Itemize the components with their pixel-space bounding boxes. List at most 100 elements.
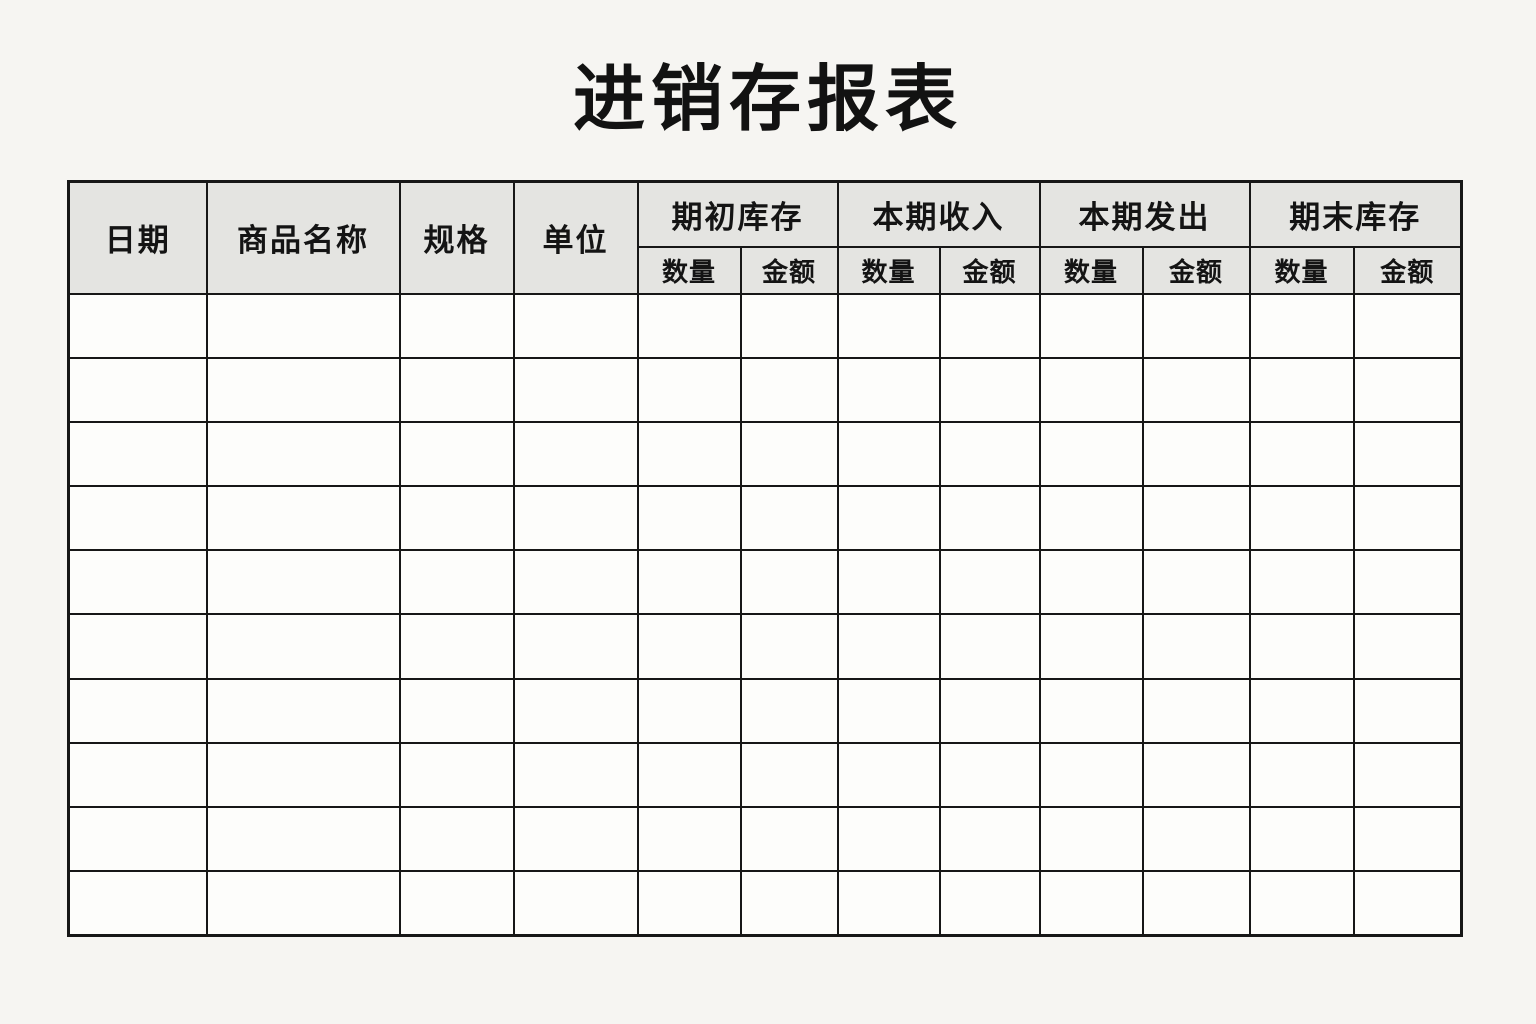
body-cell: [739, 613, 839, 680]
body-cell: [739, 356, 839, 423]
body-cell: [205, 292, 401, 359]
body-cell: [636, 741, 742, 809]
body-cell: [636, 485, 742, 552]
page-title: 进销存报表: [572, 60, 963, 140]
body-cell: [512, 356, 639, 423]
body-cell: [512, 741, 639, 809]
body-cell: [67, 805, 208, 873]
body-cell: [739, 292, 839, 359]
body-cell: [836, 677, 941, 744]
body-cell: [398, 741, 515, 809]
body-cell: [67, 292, 208, 359]
body-cell: [205, 613, 401, 680]
body-cell: [836, 420, 941, 488]
body-cell: [512, 420, 639, 488]
body-cell: [67, 485, 208, 552]
body-cell: [1352, 613, 1463, 680]
body-cell: [398, 356, 515, 423]
body-cell: [1248, 356, 1355, 423]
body-cell: [938, 613, 1041, 680]
body-cell: [205, 420, 401, 488]
body-cell: [1352, 356, 1463, 423]
body-cell: [938, 870, 1041, 937]
body-cell: [1248, 805, 1355, 873]
body-cell: [1038, 420, 1144, 488]
body-cell: [205, 677, 401, 744]
body-cell: [636, 677, 742, 744]
body-cell: [1038, 741, 1144, 809]
body-cell: [67, 356, 208, 423]
body-cell: [1141, 420, 1251, 488]
column-header-product-name: 商品名称: [205, 180, 401, 295]
body-cell: [1038, 485, 1144, 552]
body-cell: [1248, 292, 1355, 359]
body-cell: [636, 613, 742, 680]
subheader-receipts-amount: 金额: [938, 245, 1041, 295]
body-cell: [1248, 485, 1355, 552]
body-cell: [938, 677, 1041, 744]
body-cell: [636, 356, 742, 423]
body-cell: [1248, 677, 1355, 744]
body-cell: [739, 420, 839, 488]
body-cell: [1141, 292, 1251, 359]
body-cell: [1038, 677, 1144, 744]
body-cell: [836, 292, 941, 359]
body-cell: [205, 356, 401, 423]
body-cell: [1248, 549, 1355, 616]
body-cell: [1038, 613, 1144, 680]
table-row: [67, 549, 1463, 616]
body-cell: [1352, 870, 1463, 937]
body-cell: [1141, 741, 1251, 809]
subheader-ending-amount: 金额: [1352, 245, 1463, 295]
body-cell: [938, 485, 1041, 552]
body-cell: [739, 485, 839, 552]
subheader-receipts-quantity: 数量: [836, 245, 941, 295]
group-header-ending-inventory: 期末库存: [1248, 180, 1463, 248]
table-row: [67, 613, 1463, 680]
body-cell: [1352, 292, 1463, 359]
column-header-unit: 单位: [512, 180, 639, 295]
body-cell: [836, 870, 941, 937]
body-cell: [512, 549, 639, 616]
body-cell: [1141, 356, 1251, 423]
header-sub-row: 数量 金额 数量 金额 数量 金额 数量 金额: [69, 245, 1463, 295]
body-cell: [398, 870, 515, 937]
body-cell: [205, 741, 401, 809]
body-cell: [1141, 870, 1251, 937]
body-cell: [938, 356, 1041, 423]
body-cell: [512, 292, 639, 359]
body-cell: [205, 805, 401, 873]
subheader-issues-quantity: 数量: [1038, 245, 1144, 295]
table-row: [67, 677, 1463, 744]
table-row: [67, 485, 1463, 552]
body-cell: [67, 420, 208, 488]
body-cell: [636, 870, 742, 937]
body-cell: [636, 292, 742, 359]
body-cell: [398, 292, 515, 359]
body-cell: [836, 485, 941, 552]
body-cell: [1248, 613, 1355, 680]
subheader-ending-quantity: 数量: [1248, 245, 1355, 295]
body-cell: [398, 613, 515, 680]
body-cell: [1038, 805, 1144, 873]
body-cell: [1248, 741, 1355, 809]
body-cell: [512, 870, 639, 937]
body-cell: [512, 613, 639, 680]
body-cell: [836, 741, 941, 809]
body-cell: [205, 549, 401, 616]
body-cell: [1352, 741, 1463, 809]
body-cell: [512, 485, 639, 552]
table-body: [67, 292, 1463, 937]
subheader-issues-amount: 金额: [1141, 245, 1251, 295]
body-cell: [67, 613, 208, 680]
table-row: [67, 292, 1463, 359]
body-cell: [739, 549, 839, 616]
body-cell: [739, 677, 839, 744]
body-cell: [67, 741, 208, 809]
body-cell: [938, 549, 1041, 616]
table-row: [67, 741, 1463, 809]
header-group-row: 日期 商品名称 规格 单位 期初库存 本期收入 本期发出 期末库存: [67, 180, 1463, 295]
body-cell: [512, 677, 639, 744]
inventory-report-table: 日期 商品名称 规格 单位 期初库存 本期收入 本期发出 期末库存 数量 金额 …: [67, 180, 1463, 937]
body-cell: [1038, 870, 1144, 937]
